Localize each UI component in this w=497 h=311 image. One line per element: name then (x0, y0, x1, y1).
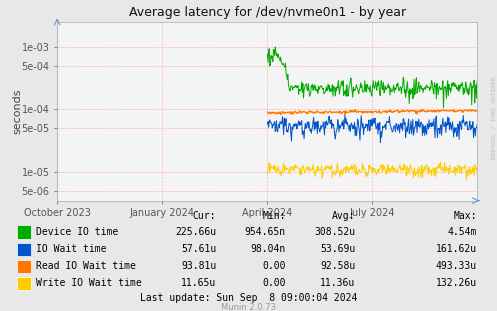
Text: 0.00: 0.00 (262, 261, 286, 271)
Text: Device IO time: Device IO time (36, 227, 118, 237)
Text: Write IO Wait time: Write IO Wait time (36, 278, 142, 288)
Text: 161.62u: 161.62u (436, 244, 477, 254)
Text: 57.61u: 57.61u (181, 244, 216, 254)
Text: 92.58u: 92.58u (320, 261, 355, 271)
Text: Avg:: Avg: (332, 211, 355, 221)
Text: Munin 2.0.73: Munin 2.0.73 (221, 304, 276, 311)
Text: 132.26u: 132.26u (436, 278, 477, 288)
Text: Min:: Min: (262, 211, 286, 221)
Text: 493.33u: 493.33u (436, 261, 477, 271)
Text: 4.54m: 4.54m (448, 227, 477, 237)
Text: IO Wait time: IO Wait time (36, 244, 107, 254)
Text: Max:: Max: (454, 211, 477, 221)
Text: Read IO Wait time: Read IO Wait time (36, 261, 136, 271)
Text: RRDTOOL / TOBI OETIKER: RRDTOOL / TOBI OETIKER (491, 77, 496, 160)
Text: 93.81u: 93.81u (181, 261, 216, 271)
Text: Last update: Sun Sep  8 09:00:04 2024: Last update: Sun Sep 8 09:00:04 2024 (140, 293, 357, 303)
Text: 11.36u: 11.36u (320, 278, 355, 288)
Text: 954.65n: 954.65n (245, 227, 286, 237)
Y-axis label: seconds: seconds (12, 88, 22, 134)
Text: 98.04n: 98.04n (250, 244, 286, 254)
Text: Cur:: Cur: (193, 211, 216, 221)
Text: 11.65u: 11.65u (181, 278, 216, 288)
Text: 225.66u: 225.66u (175, 227, 216, 237)
Text: 53.69u: 53.69u (320, 244, 355, 254)
Text: 308.52u: 308.52u (314, 227, 355, 237)
Text: 0.00: 0.00 (262, 278, 286, 288)
Title: Average latency for /dev/nvme0n1 - by year: Average latency for /dev/nvme0n1 - by ye… (129, 6, 406, 19)
